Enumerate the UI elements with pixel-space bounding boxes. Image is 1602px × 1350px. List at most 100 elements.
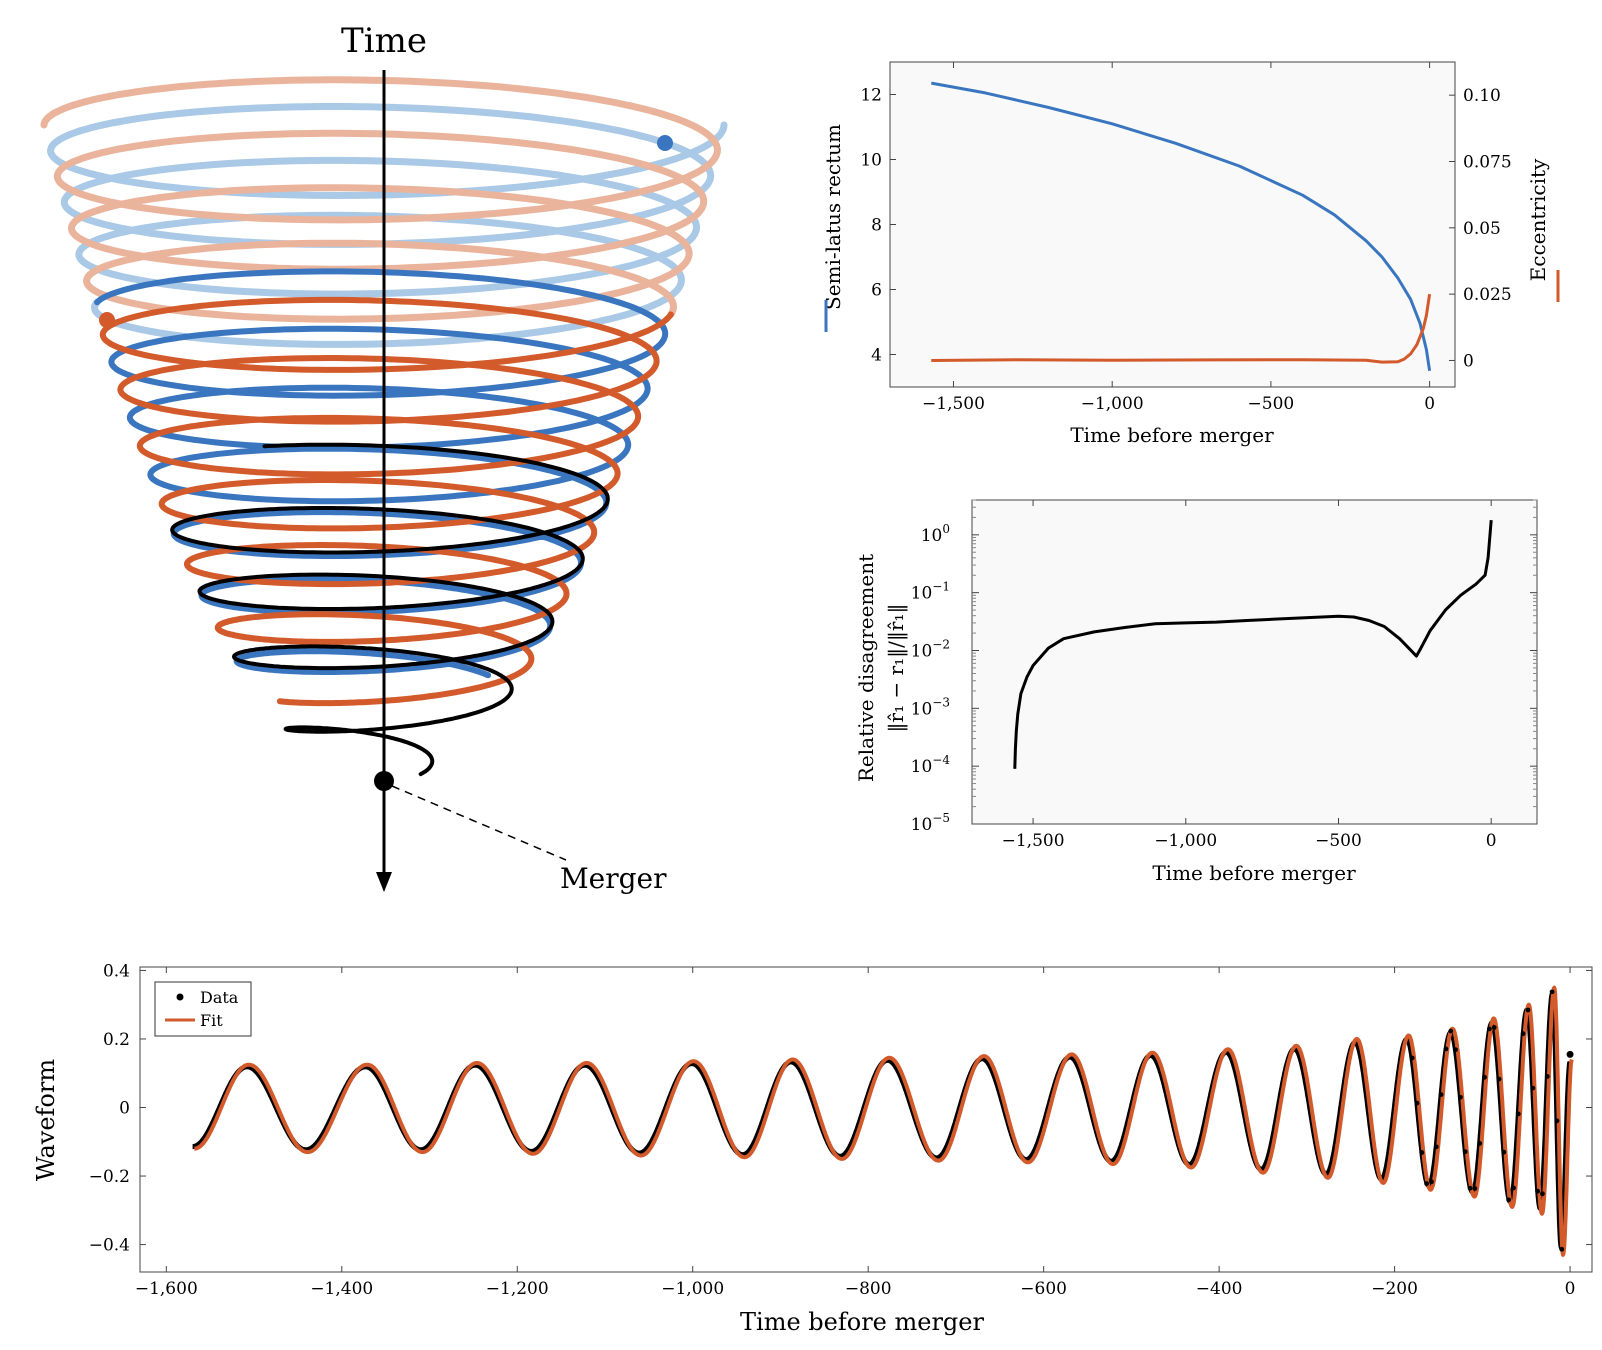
black-orbit	[170, 442, 610, 777]
y-tick-exponent: −2	[932, 637, 950, 651]
plot-area	[139, 966, 1593, 1273]
series-lines	[1013, 519, 1493, 769]
y2-tick-label: 0.075	[1463, 152, 1512, 172]
orbital-elements-chart: −1,500 −1,000 −500 0 4 6 8 10 12 0 0.025…	[821, 61, 1560, 447]
y-right-tick-labels: 0 0.025 0.05 0.075 0.10	[1463, 86, 1512, 371]
blue-orbit-early	[47, 103, 728, 348]
y-tick-labels: −0.4 −0.2 0 0.2 0.4	[89, 961, 130, 1255]
y-axis-label: Relative disagreement	[854, 554, 878, 782]
plot-area	[889, 61, 1456, 388]
merger-label: Merger	[560, 862, 667, 895]
semi-latus-rectum-line	[931, 81, 1432, 372]
y-left-tick-labels: 4 6 8 10 12	[860, 86, 882, 366]
y-tick-exponent: −1	[932, 580, 950, 594]
series-lines	[931, 81, 1432, 372]
tick-marks	[972, 499, 1537, 825]
y-tick-label: 100	[921, 522, 950, 546]
data-point	[1419, 1150, 1425, 1155]
y-left-axis-label: Semi-latus rectum	[821, 124, 845, 310]
legend-dot-icon	[176, 993, 184, 1001]
data-point	[1554, 1118, 1560, 1124]
x-axis-label: Time before merger	[1070, 423, 1274, 447]
data-point	[1482, 1074, 1487, 1080]
x-tick-label: −500	[1315, 831, 1362, 851]
y2-tick-label: 0	[1463, 351, 1474, 371]
x-tick-labels: −1,500 −1,000 −500 0	[922, 394, 1435, 414]
legend-box	[154, 981, 252, 1037]
y-tick-label: 10−3	[911, 695, 950, 719]
y-tick-label: −0.4	[89, 1236, 130, 1256]
orange-start-marker	[99, 312, 115, 328]
data-point	[1515, 1111, 1521, 1117]
y2-tick-label: 0.05	[1463, 219, 1501, 239]
data-point	[1462, 1149, 1468, 1155]
x-tick-label: 0	[1486, 831, 1497, 851]
data-point	[1535, 1188, 1541, 1194]
x-tick-label: 0	[1424, 394, 1435, 414]
y-axis-formula: ‖r̂₁ − r₁‖/‖r̂₁‖	[884, 604, 909, 733]
y-tick-label: 10−4	[911, 753, 951, 777]
x-tick-label: −400	[1196, 1279, 1243, 1299]
x-tick-labels: −1,600 −1,400 −1,200 −1,000 −800 −600 −4…	[135, 1279, 1576, 1299]
data-point	[1453, 1047, 1458, 1053]
x-tick-label: −1,000	[1154, 831, 1217, 851]
data-point	[1438, 1092, 1444, 1097]
data-point	[1544, 1074, 1550, 1079]
merger-point	[374, 771, 394, 791]
merger-spiral-illustration: Time Merger	[40, 21, 728, 895]
blue-start-marker	[657, 135, 673, 151]
y-axis-label: Waveform	[32, 1059, 60, 1181]
y-tick-label: 0.2	[103, 1030, 130, 1050]
plot-area	[971, 499, 1538, 825]
x-tick-labels: −1,500 −1,000 −500 0	[1002, 831, 1497, 851]
data-point	[1472, 1186, 1478, 1191]
disagreement-line	[1013, 519, 1493, 769]
data-point	[1433, 1144, 1439, 1150]
data-point	[1549, 989, 1555, 995]
data-point	[1566, 1050, 1574, 1058]
data-point	[1501, 1149, 1507, 1155]
y-tick-label: 10	[860, 151, 882, 171]
data-point	[1448, 1028, 1454, 1034]
time-arrow-head-icon	[376, 872, 392, 892]
series-lines	[190, 985, 1574, 1257]
data-point	[1486, 1026, 1492, 1032]
legend: Data Fit	[154, 981, 252, 1037]
data-point	[1477, 1141, 1483, 1146]
x-tick-label: −1,400	[310, 1279, 373, 1299]
x-tick-label: −600	[1020, 1279, 1067, 1299]
x-tick-label: −1,600	[135, 1279, 198, 1299]
x-tick-label: −200	[1371, 1279, 1418, 1299]
y-tick-label: 10−5	[911, 811, 950, 835]
x-tick-label: −800	[845, 1279, 892, 1299]
spiral-orbits	[40, 76, 728, 777]
data-point	[1424, 1181, 1430, 1187]
y-tick-label: 8	[871, 216, 882, 236]
x-tick-label: −1,000	[1081, 394, 1144, 414]
y-tick-label: 12	[860, 86, 882, 106]
y-tick-label: 4	[871, 346, 882, 366]
data-point	[1443, 1046, 1449, 1052]
blue-orbit	[94, 268, 669, 679]
x-tick-label: −500	[1248, 394, 1295, 414]
merger-leader-line	[391, 785, 567, 861]
x-tick-label: −1,200	[486, 1279, 549, 1299]
x-tick-label: −1,000	[661, 1279, 724, 1299]
waveform-fit-chart: −1,600 −1,400 −1,200 −1,000 −800 −600 −4…	[32, 961, 1593, 1336]
x-tick-label: −1,500	[922, 394, 985, 414]
y-tick-exponent: 0	[942, 522, 950, 536]
y-tick-label: 10−2	[911, 637, 950, 661]
data-point	[1429, 1179, 1434, 1185]
data-point	[1530, 1085, 1536, 1091]
y-tick-labels: 10−5 10−4 10−3 10−2 10−1 100	[911, 522, 951, 835]
time-label: Time	[341, 21, 427, 61]
y2-tick-label: 0.10	[1463, 86, 1501, 106]
data-point	[1414, 1100, 1420, 1106]
relative-disagreement-chart: −1,500 −1,000 −500 0 10−5 10−4 10−3 10−2…	[854, 499, 1538, 885]
tick-marks	[140, 967, 1592, 1272]
data-point	[1491, 1024, 1497, 1030]
data-point	[1496, 1076, 1502, 1082]
y2-tick-label: 0.025	[1463, 285, 1512, 305]
y-right-axis-label: Eccentricity	[1526, 158, 1550, 281]
